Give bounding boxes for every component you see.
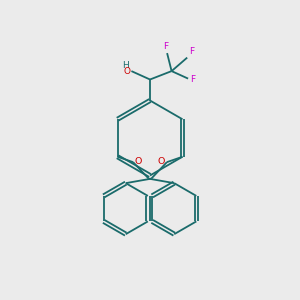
Text: F: F [163, 42, 168, 51]
Text: F: F [189, 47, 194, 56]
Text: O: O [135, 157, 142, 166]
Text: O: O [158, 157, 165, 166]
Text: H: H [122, 61, 129, 70]
Text: O: O [124, 67, 131, 76]
Text: F: F [190, 75, 196, 84]
